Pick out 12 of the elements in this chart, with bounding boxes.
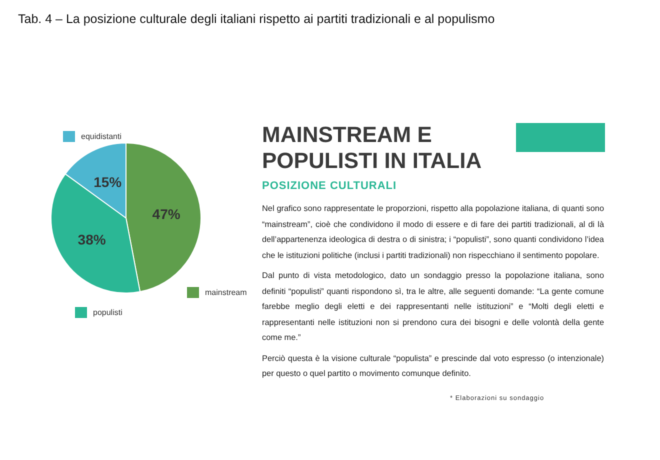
legend-label: mainstream	[205, 288, 248, 297]
data-label: 38%	[78, 232, 106, 248]
legend-label: populisti	[93, 308, 123, 317]
text: Nel grafico sono rappresentate le proporzioni, rispetto alla popolazione italiana, di quanti sono “mainstream”, cioè che condividono il modo di essere e di fare dei partiti tradizionali, al di là dell’appartenenza ideologica di destra o di sinistra; i “populisti”, sono quanti condividono l’idea che le istituzioni politiche (inclusi i partiti tradizionali) non rispecchiano il sentimento popolare.	[262, 203, 604, 262]
text: Dal punto di vista metodologico, dato un sondaggio presso la popolazione italiana, sono definiti “populisti” quanti rispondono sì, tra le altre, alle seguenti domande: “La gente comune farebbe meglio degli eletti e dei rappresentanti nelle istituzioni” e “Molti degli eletti e rappresentanti nelle istituzioni non si prendono cura dei bisogni e delle volontà della gente come me.”	[262, 270, 604, 344]
data-label: 47%	[152, 206, 181, 222]
text: POSIZIONE CULTURALI	[262, 180, 398, 192]
text: Perciò questa è la visione culturale “populista” e prescinde dal voto espresso (o intenzionale) per questo o quel partito o movimento comunque definito.	[262, 352, 604, 380]
chart-title: Tab. 4 – La posizione culturale degli italiani rispetto ai partiti tradizionali e al populismo	[18, 12, 495, 26]
data-label: 15%	[94, 174, 122, 190]
legend-label: equidistanti	[81, 132, 122, 141]
text: MAINSTREAM E POPULISTI IN ITALIA	[262, 122, 483, 174]
